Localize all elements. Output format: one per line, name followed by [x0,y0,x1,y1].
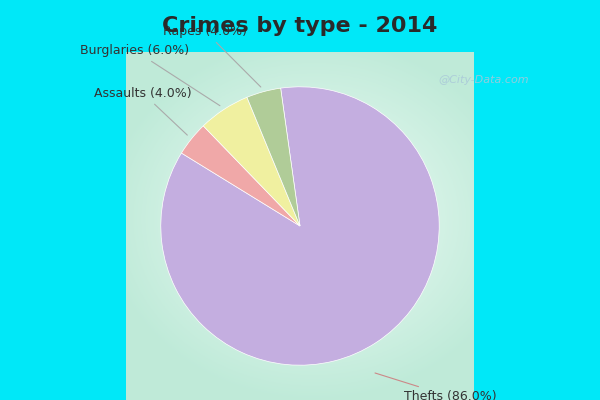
Wedge shape [247,88,300,226]
Text: Burglaries (6.0%): Burglaries (6.0%) [80,44,220,106]
Text: @City-Data.com: @City-Data.com [438,75,529,85]
Wedge shape [161,87,439,365]
Text: Rapes (4.0%): Rapes (4.0%) [163,25,261,87]
Text: Assaults (4.0%): Assaults (4.0%) [94,86,191,135]
Wedge shape [181,126,300,226]
Text: Crimes by type - 2014: Crimes by type - 2014 [163,16,437,36]
Text: Thefts (86.0%): Thefts (86.0%) [375,373,497,400]
Wedge shape [203,97,300,226]
